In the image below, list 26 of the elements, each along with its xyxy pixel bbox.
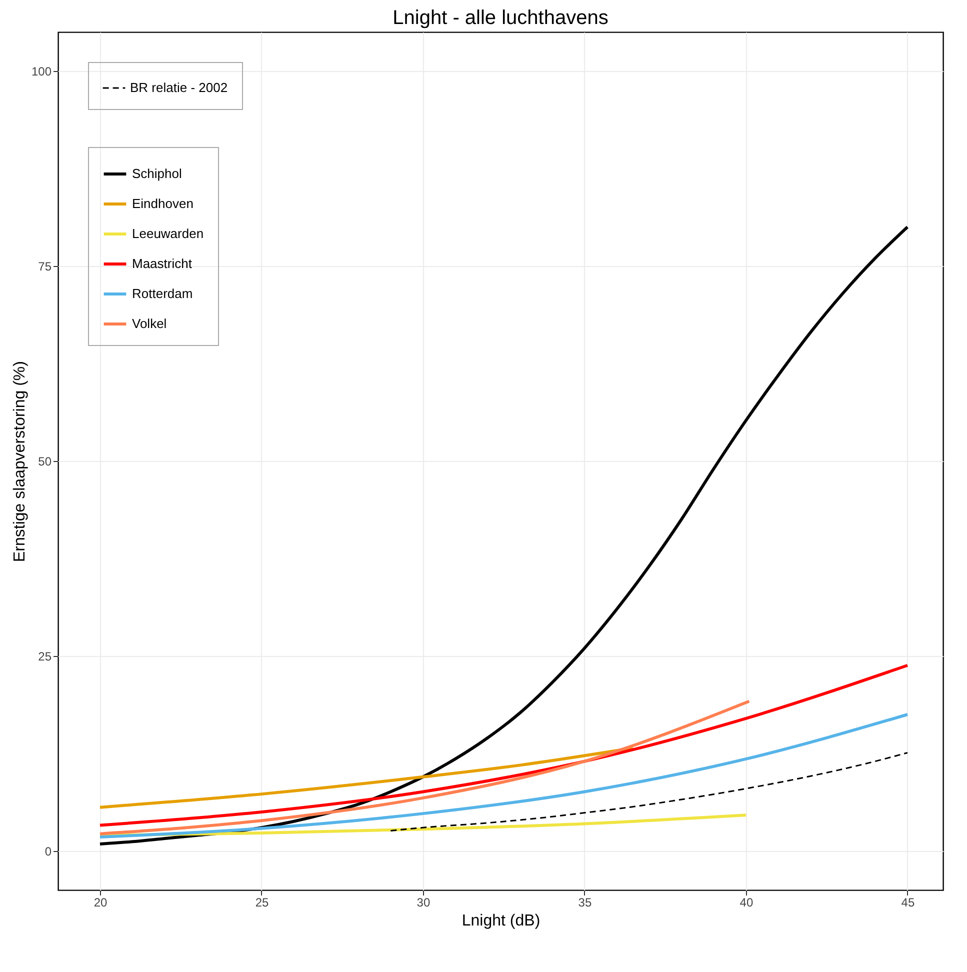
legend-label: Rotterdam: [132, 286, 193, 301]
x-tick-label: 45: [901, 896, 915, 910]
line-series: [98, 664, 909, 827]
y-tick-label: 75: [38, 260, 52, 274]
x-tick-label: 35: [578, 896, 592, 910]
legend-label: Leeuwarden: [132, 226, 204, 241]
x-tick-label: 25: [255, 896, 269, 910]
legend-label: BR relatie - 2002: [130, 80, 228, 95]
line-series: [98, 746, 634, 809]
y-tick-label: 25: [38, 650, 52, 664]
x-axis-title: Lnight (dB): [462, 912, 540, 930]
legend-label: Schiphol: [132, 166, 182, 181]
x-tick-label: 30: [416, 896, 430, 910]
line-series: [390, 752, 908, 832]
line-series: [98, 700, 751, 836]
y-tick-label: 50: [38, 454, 52, 468]
x-tick-label: 40: [740, 896, 754, 910]
legend-label: Eindhoven: [132, 196, 194, 211]
x-tick-label: 20: [94, 896, 108, 910]
legend-label: Volkel: [132, 316, 167, 331]
y-axis-title: Ernstige slaapverstoring (%): [11, 361, 28, 562]
line-series: [98, 713, 909, 838]
chart-title: Lnight - alle luchthavens: [392, 7, 608, 29]
y-tick-label: 100: [31, 64, 52, 78]
legend-label: Maastricht: [132, 256, 192, 271]
y-tick-label: 0: [44, 844, 52, 858]
